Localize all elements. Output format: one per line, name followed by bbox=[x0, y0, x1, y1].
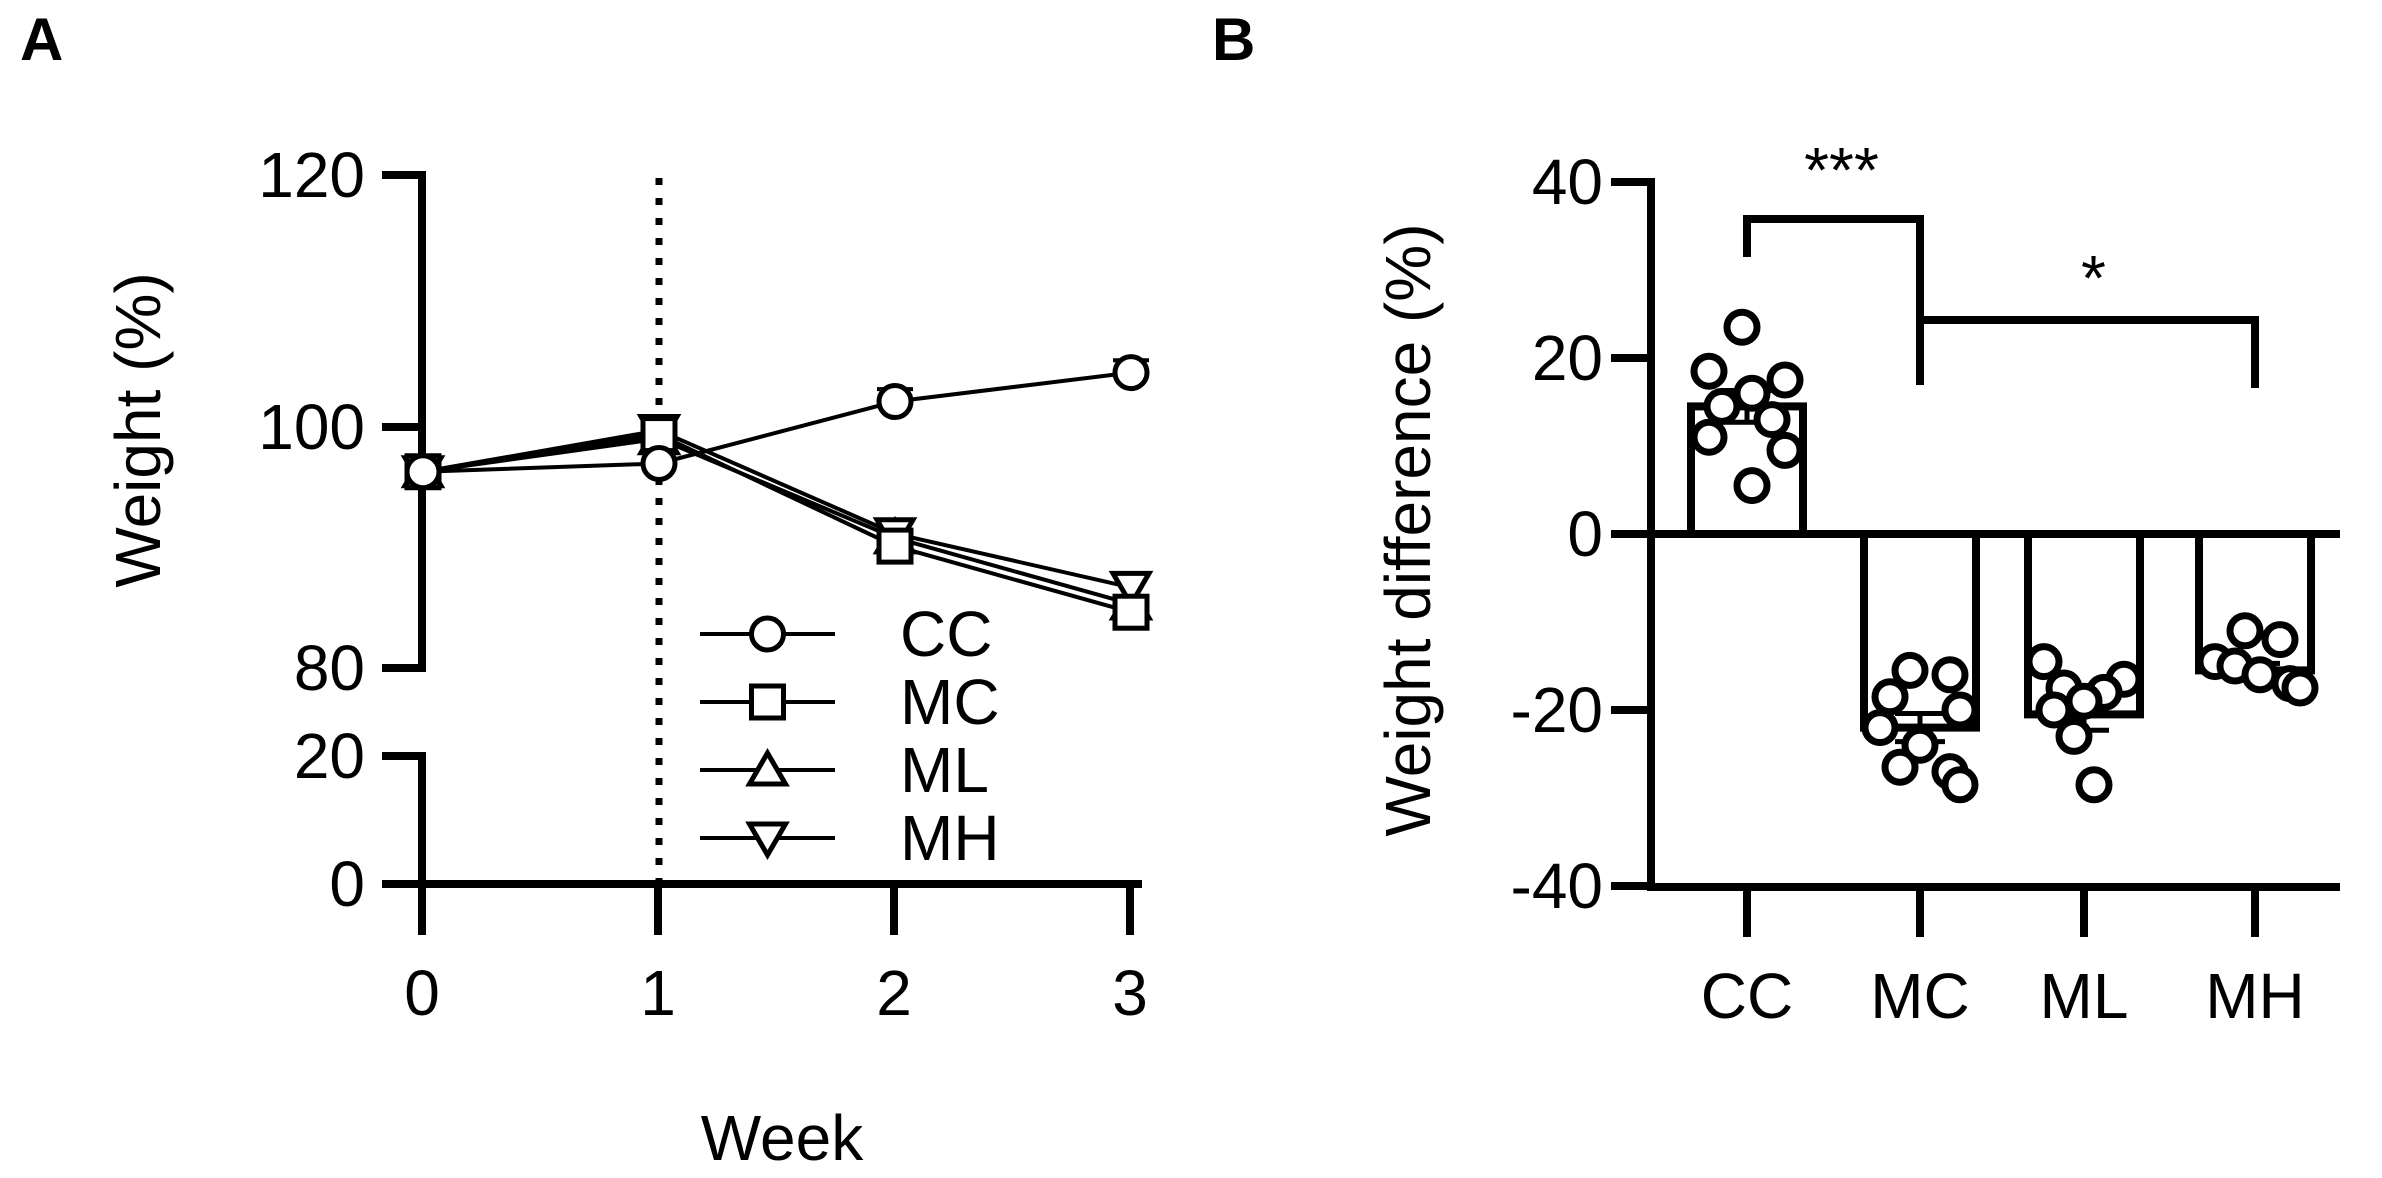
panel-b-label: B bbox=[1212, 6, 1255, 73]
legend-marker-mc bbox=[749, 683, 786, 721]
series-line-mh bbox=[422, 428, 1132, 590]
series-line-ml bbox=[422, 436, 1132, 606]
data-point-ml bbox=[2075, 766, 2113, 804]
data-point-mc bbox=[1931, 656, 1969, 694]
data-point-cc bbox=[1733, 467, 1771, 505]
data-point-mc bbox=[1891, 651, 1929, 689]
legend-marker-cc bbox=[749, 615, 786, 653]
x-tick-label-cc: CC bbox=[1701, 960, 1793, 1032]
legend-label-mc: MC bbox=[900, 666, 1000, 738]
data-point-ml bbox=[2035, 691, 2073, 729]
data-point-cc bbox=[640, 444, 678, 482]
legend-marker-mh bbox=[745, 821, 790, 860]
data-point-cc bbox=[1690, 418, 1728, 456]
x-tick-label: 1 bbox=[640, 957, 676, 1029]
data-point-mc bbox=[1941, 691, 1979, 729]
data-point-cc bbox=[1112, 354, 1150, 392]
data-point-mc bbox=[1871, 678, 1909, 716]
x-tick-label: 2 bbox=[876, 957, 912, 1029]
significance-bracket-mc-mh bbox=[1920, 316, 2259, 388]
x-tick-label-mh: MH bbox=[2205, 960, 2305, 1032]
data-point-mh bbox=[2241, 656, 2279, 694]
data-point-cc bbox=[1766, 431, 1804, 469]
y-tick-label: 40 bbox=[1532, 146, 1603, 218]
legend-label-ml: ML bbox=[900, 734, 989, 806]
x-tick-label: 0 bbox=[404, 957, 440, 1029]
data-point-cc bbox=[1723, 308, 1761, 346]
panel-a-label: A bbox=[20, 6, 63, 73]
y-axis-title: Weight (%) bbox=[102, 272, 174, 587]
data-point-mh bbox=[1108, 570, 1154, 610]
data-point-cc bbox=[404, 453, 442, 491]
data-point-cc bbox=[1703, 387, 1741, 425]
series-line-cc bbox=[422, 370, 1132, 474]
data-point-cc bbox=[1690, 352, 1728, 390]
data-point-ml bbox=[2055, 717, 2093, 755]
data-point-cc bbox=[1733, 374, 1771, 412]
data-point-cc bbox=[876, 383, 914, 421]
y-tick-label: 100 bbox=[258, 391, 365, 463]
data-point-mc bbox=[1941, 766, 1979, 804]
y-tick-label: 120 bbox=[258, 139, 365, 211]
legend-marker-ml bbox=[745, 748, 790, 787]
y-tick-label: 20 bbox=[294, 720, 365, 792]
data-point-cc bbox=[1766, 361, 1804, 399]
y-axis-title: Weight difference (%) bbox=[1372, 223, 1444, 836]
data-point-ml bbox=[2025, 643, 2063, 681]
series-line-mc bbox=[422, 432, 1132, 615]
significance-label-cc-mc: *** bbox=[1804, 134, 1879, 206]
data-point-ml bbox=[2065, 682, 2103, 720]
x-tick-label-mc: MC bbox=[1870, 960, 1970, 1032]
data-point-cc bbox=[1753, 401, 1791, 439]
significance-bracket-cc-mc bbox=[1743, 215, 1924, 385]
data-point-mc bbox=[876, 527, 914, 565]
x-axis-title: Week bbox=[701, 1102, 864, 1174]
x-tick-label: 3 bbox=[1112, 957, 1148, 1029]
y-tick-label: 80 bbox=[294, 632, 365, 704]
y-tick-label: -20 bbox=[1511, 674, 1604, 746]
data-point-mc bbox=[1901, 726, 1939, 764]
legend-label-mh: MH bbox=[900, 802, 1000, 874]
y-tick-label: 20 bbox=[1532, 322, 1603, 394]
data-point-mc bbox=[1861, 709, 1899, 747]
y-tick-label: -40 bbox=[1511, 850, 1604, 922]
data-point-mh bbox=[2261, 621, 2299, 659]
x-tick-label-ml: ML bbox=[2040, 960, 2129, 1032]
data-point-mh bbox=[2281, 669, 2319, 707]
y-tick-label: 0 bbox=[329, 848, 365, 920]
y-tick-label: 0 bbox=[1567, 498, 1603, 570]
data-point-mc bbox=[1881, 748, 1919, 786]
data-point-mh bbox=[2226, 612, 2264, 650]
significance-label-mc-mh: * bbox=[2081, 242, 2106, 314]
data-point-mc bbox=[1112, 593, 1150, 631]
legend-label-cc: CC bbox=[900, 598, 992, 670]
